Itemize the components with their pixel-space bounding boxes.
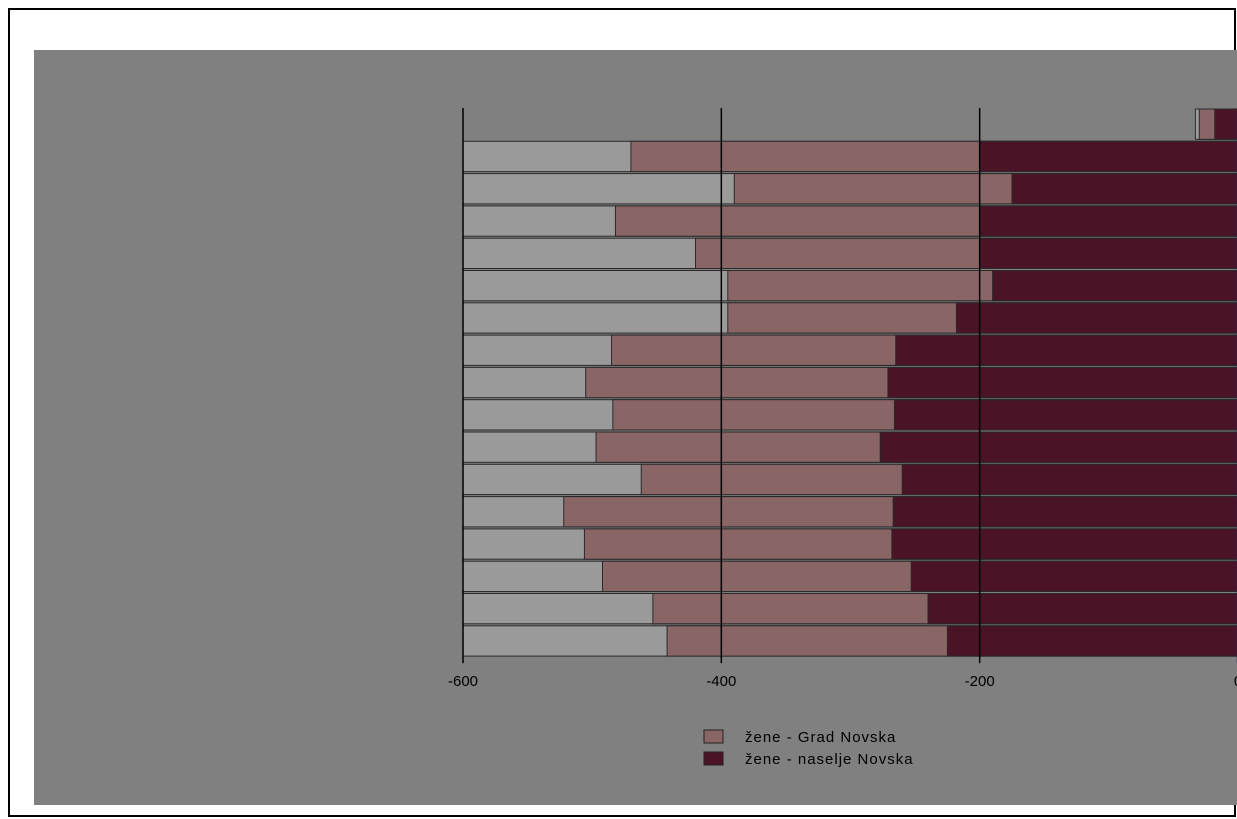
naselje-novska-bar-1: [1214, 108, 1237, 140]
naselje-novska-bar-9: [887, 366, 1237, 399]
legend-swatch-1: [703, 729, 724, 744]
naselje-novska-bar-8: [895, 334, 1237, 366]
plot-panel: -600 -400 -200 0 žene - Grad Novska žene - n…: [34, 50, 1237, 805]
naselje-novska-bar-14: [891, 528, 1237, 560]
series-naselje-novska-bars: [879, 108, 1237, 657]
legend-swatch-2: [703, 751, 724, 766]
naselje-novska-bar-13: [892, 496, 1237, 528]
chart-frame: -600 -400 -200 0 žene - Grad Novska žene - n…: [8, 8, 1237, 817]
x-tick-label: -200: [965, 673, 995, 690]
naselje-novska-bar-3: [1011, 173, 1237, 205]
x-tick-label: -400: [706, 673, 736, 690]
legend: žene - Grad Novska žene - naselje Novska: [703, 729, 914, 768]
naselje-novska-bar-2: [979, 140, 1237, 173]
naselje-novska-bar-7: [955, 302, 1237, 334]
naselje-novska-bar-6: [992, 270, 1237, 302]
naselje-novska-bar-16: [927, 593, 1237, 625]
legend-label-1: žene - Grad Novska: [745, 729, 896, 746]
x-tick-label: -600: [448, 673, 478, 690]
legend-label-2: žene - naselje Novska: [745, 751, 914, 768]
naselje-novska-bar-10: [893, 399, 1237, 431]
x-tick-label: 0: [1234, 673, 1237, 690]
naselje-novska-bar-11: [879, 431, 1237, 463]
naselje-novska-bar-15: [910, 560, 1237, 593]
naselje-novska-bar-12: [901, 463, 1237, 496]
naselje-novska-bar-5: [979, 237, 1237, 269]
naselje-novska-bar-4: [979, 205, 1237, 237]
x-axis-ticks: -600 -400 -200 0: [448, 673, 1237, 690]
gridlines: [462, 108, 1237, 664]
naselje-novska-bar-17: [946, 625, 1237, 657]
population-pyramid-chart: -600 -400 -200 0 žene - Grad Novska žene - n…: [448, 108, 1237, 768]
